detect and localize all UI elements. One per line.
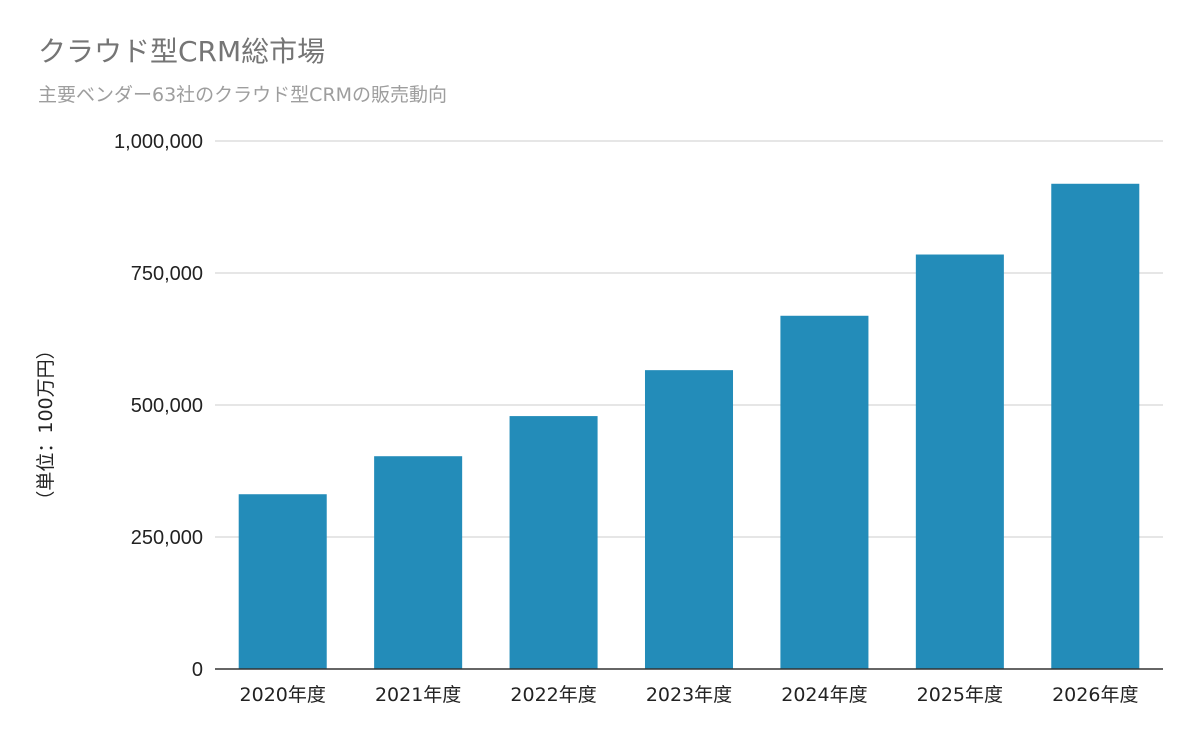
x-tick-labels: 2020年度 2021年度 2022年度 2023年度 2024年度 2025年度 2026… — [240, 684, 1139, 706]
bars — [238, 183, 1140, 669]
y-tick-label: 0 — [192, 659, 203, 681]
chart-title: クラウド型CRM総市場 — [38, 35, 326, 68]
bar — [780, 315, 869, 669]
y-axis-title: （単位：100万円） — [35, 340, 57, 509]
x-tick-label: 2022年度 — [510, 684, 596, 706]
y-tick-label: 1,000,000 — [114, 131, 203, 153]
bar — [915, 254, 1004, 669]
bar — [374, 456, 463, 669]
x-tick-label: 2026年度 — [1052, 684, 1138, 706]
y-tick-label: 500,000 — [131, 395, 203, 417]
x-tick-label: 2025年度 — [917, 684, 1003, 706]
x-tick-label: 2020年度 — [240, 684, 326, 706]
bar — [509, 416, 598, 669]
x-tick-label: 2023年度 — [646, 684, 732, 706]
chart-subtitle: 主要ベンダー63社のクラウド型CRMの販売動向 — [38, 84, 448, 106]
bar — [1051, 183, 1140, 669]
y-tick-labels: 0 250,000 500,000 750,000 1,000,000 — [114, 131, 203, 681]
y-tick-label: 750,000 — [131, 263, 203, 285]
bar — [238, 494, 327, 669]
x-tick-label: 2024年度 — [781, 684, 867, 706]
x-tick-label: 2021年度 — [375, 684, 461, 706]
bar — [644, 370, 734, 669]
y-tick-label: 250,000 — [131, 527, 203, 549]
